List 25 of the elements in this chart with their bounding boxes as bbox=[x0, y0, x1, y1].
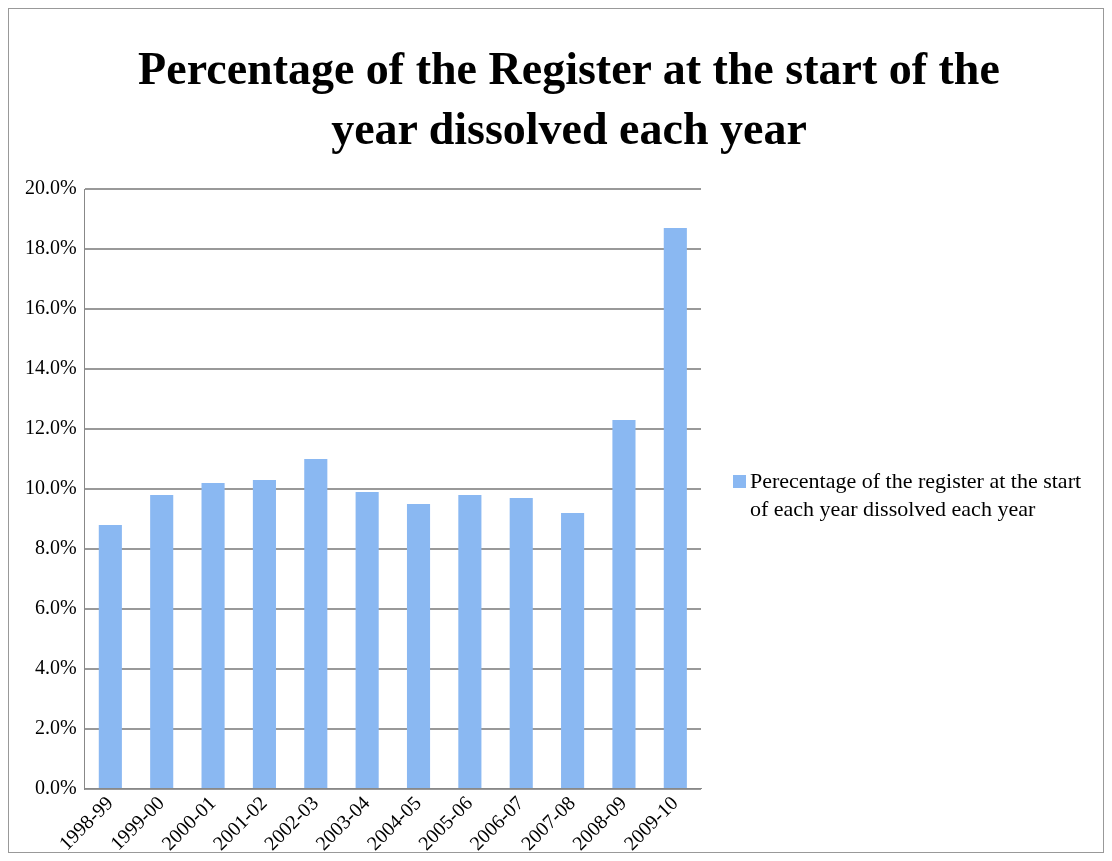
y-tick-label: 20.0% bbox=[24, 176, 77, 199]
bar bbox=[561, 512, 585, 788]
y-tick-label: 12.0% bbox=[24, 416, 77, 439]
bar bbox=[150, 494, 174, 788]
y-tick-label: 10.0% bbox=[24, 476, 77, 499]
y-tick-label: 6.0% bbox=[34, 596, 77, 619]
bar bbox=[252, 479, 276, 788]
y-tick-label: 18.0% bbox=[24, 236, 77, 259]
chart-title: Percentage of the Register at the start of the year dissolved each year bbox=[137, 42, 1001, 156]
y-tick-label: 0.0% bbox=[34, 776, 77, 799]
bar bbox=[406, 503, 431, 788]
y-tick-label: 4.0% bbox=[34, 656, 77, 679]
bar bbox=[98, 524, 122, 788]
bar bbox=[458, 494, 482, 788]
bar bbox=[355, 491, 379, 788]
bar bbox=[509, 497, 533, 788]
bar bbox=[304, 458, 328, 788]
y-tick-label: 14.0% bbox=[24, 356, 77, 379]
bar bbox=[663, 227, 687, 788]
legend-label: Perecentage of the register at the start of each year dissolved each year bbox=[750, 467, 1083, 523]
y-tick-label: 2.0% bbox=[34, 716, 77, 739]
y-tick-label: 8.0% bbox=[34, 536, 77, 559]
bar bbox=[612, 419, 636, 788]
y-tick-label: 16.0% bbox=[24, 296, 77, 319]
bar bbox=[201, 482, 225, 788]
